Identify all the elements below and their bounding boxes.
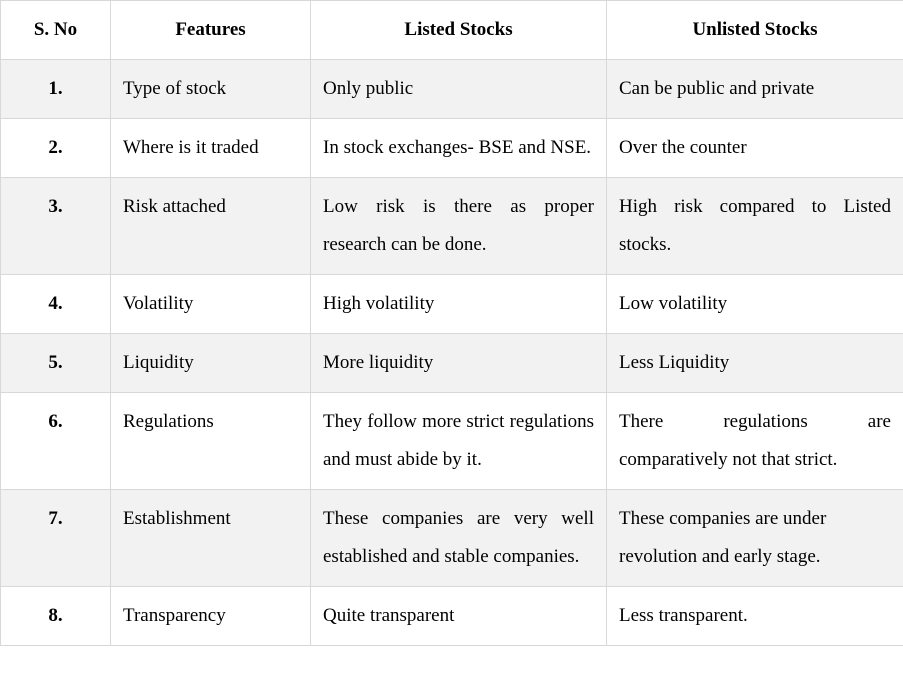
cell-unlisted: Can be public and private	[607, 60, 903, 119]
header-features: Features	[111, 1, 311, 60]
cell-unlisted: Less transparent.	[607, 587, 903, 646]
cell-feature: Where is it traded	[111, 119, 311, 178]
cell-feature: Regulations	[111, 393, 311, 490]
cell-listed: More liquidity	[311, 334, 607, 393]
cell-sno: 6.	[1, 393, 111, 490]
cell-sno: 1.	[1, 60, 111, 119]
cell-feature: Volatility	[111, 275, 311, 334]
cell-sno: 8.	[1, 587, 111, 646]
cell-unlisted: There regulations are comparatively not …	[607, 393, 903, 490]
table-row: 6.RegulationsThey follow more strict reg…	[1, 393, 903, 490]
cell-listed: High volatility	[311, 275, 607, 334]
table-row: 4.VolatilityHigh volatilityLow volatilit…	[1, 275, 903, 334]
header-unlisted: Unlisted Stocks	[607, 1, 903, 60]
table-row: 3.Risk attachedLow risk is there as prop…	[1, 178, 903, 275]
cell-listed: These companies are very well establishe…	[311, 490, 607, 587]
cell-listed: Quite transparent	[311, 587, 607, 646]
cell-listed: They follow more strict regulations and …	[311, 393, 607, 490]
comparison-table: S. No Features Listed Stocks Unlisted St…	[0, 0, 903, 646]
cell-sno: 7.	[1, 490, 111, 587]
cell-sno: 2.	[1, 119, 111, 178]
cell-feature: Risk attached	[111, 178, 311, 275]
cell-listed: Only public	[311, 60, 607, 119]
cell-sno: 5.	[1, 334, 111, 393]
cell-unlisted: Over the counter	[607, 119, 903, 178]
cell-unlisted: Less Liquidity	[607, 334, 903, 393]
cell-feature: Liquidity	[111, 334, 311, 393]
table-row: 8.TransparencyQuite transparentLess tran…	[1, 587, 903, 646]
table-row: 1.Type of stockOnly publicCan be public …	[1, 60, 903, 119]
header-listed: Listed Stocks	[311, 1, 607, 60]
header-sno: S. No	[1, 1, 111, 60]
cell-unlisted: High risk compared to Listed stocks.	[607, 178, 903, 275]
cell-feature: Establishment	[111, 490, 311, 587]
cell-unlisted: Low volatility	[607, 275, 903, 334]
table-row: 7.EstablishmentThese companies are very …	[1, 490, 903, 587]
cell-sno: 4.	[1, 275, 111, 334]
cell-sno: 3.	[1, 178, 111, 275]
table-body: 1.Type of stockOnly publicCan be public …	[1, 60, 903, 646]
cell-feature: Transparency	[111, 587, 311, 646]
cell-listed: Low risk is there as proper research can…	[311, 178, 607, 275]
table-header-row: S. No Features Listed Stocks Unlisted St…	[1, 1, 903, 60]
cell-feature: Type of stock	[111, 60, 311, 119]
table-row: 2.Where is it tradedIn stock exchanges- …	[1, 119, 903, 178]
cell-unlisted: These companies are under revolution and…	[607, 490, 903, 587]
table-row: 5.LiquidityMore liquidityLess Liquidity	[1, 334, 903, 393]
cell-listed: In stock exchanges- BSE and NSE.	[311, 119, 607, 178]
